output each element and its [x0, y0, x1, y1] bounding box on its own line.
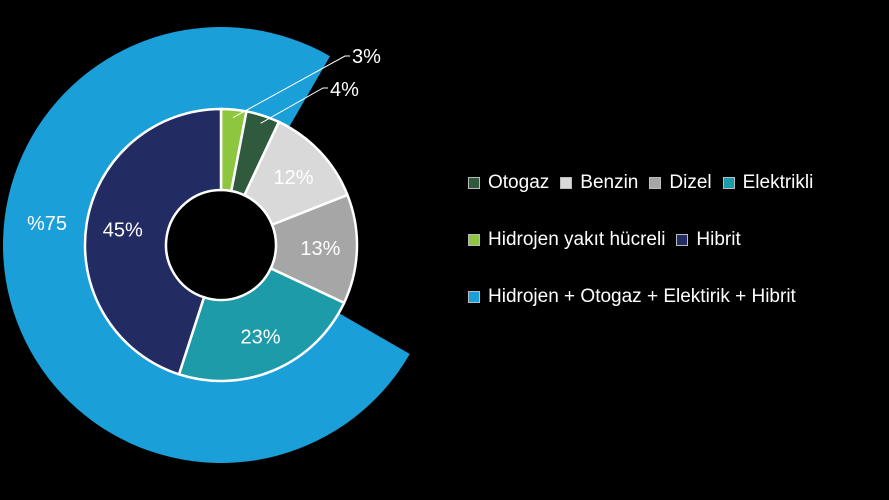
- legend-swatch: [722, 177, 735, 189]
- legend-swatch: [468, 291, 480, 303]
- slice-label-benzin: 12%: [274, 167, 314, 189]
- legend-item-hidrojen-otogaz-elektirik-hibrit: Hidrojen + Otogaz + Elektirik + Hibrit: [468, 286, 796, 308]
- chart-legend: Otogaz Benzin Dizel Elektrikli Hidrojen yakı…: [468, 170, 824, 341]
- legend-row: Hidrojen yakıt hücreli Hibrit: [468, 227, 824, 253]
- slice-label-dizel: 13%: [300, 238, 340, 260]
- legend-swatch: [468, 177, 480, 189]
- legend-swatch: [676, 234, 689, 246]
- outer-ring-label: %75: [27, 213, 67, 235]
- legend-label: Hidrojen + Otogaz + Elektirik + Hibrit: [488, 286, 796, 307]
- legend-item-benzin: Benzin: [560, 172, 638, 194]
- callout-line-hidrojen-yak-t-h-creli: [232, 55, 350, 119]
- legend-item-dizel: Dizel: [649, 172, 712, 194]
- legend-item-otogaz: Otogaz: [468, 172, 549, 194]
- legend-item-elektrikli: Elektrikli: [722, 172, 814, 194]
- legend-label: Benzin: [580, 172, 639, 193]
- slice-hibrit: [83, 107, 223, 376]
- legend-label: Elektrikli: [742, 172, 814, 193]
- legend-label: Dizel: [669, 172, 712, 193]
- callout-line-otogaz: [260, 87, 328, 124]
- legend-swatch: [560, 177, 573, 189]
- legend-label: Hibrit: [696, 229, 741, 250]
- legend-row: Otogaz Benzin Dizel Elektrikli: [468, 170, 824, 196]
- legend-item-hidrojen-yak-t-h-creli: Hidrojen yakıt hücreli: [468, 229, 665, 251]
- slice-elektrikli: [177, 266, 346, 383]
- legend-label: Hidrojen yakıt hücreli: [488, 229, 666, 250]
- slice-label-hibrit: 45%: [103, 219, 143, 241]
- callout-label-hidrojen-yak-t-h-creli: 3%: [352, 46, 381, 68]
- legend-item-hibrit: Hibrit: [676, 229, 741, 251]
- callout-label-otogaz: 4%: [330, 79, 359, 101]
- legend-row: Hidrojen + Otogaz + Elektirik + Hibrit: [468, 284, 824, 310]
- legend-swatch: [468, 234, 480, 246]
- legend-swatch: [649, 177, 662, 189]
- outer-ring-slice: [2, 27, 410, 464]
- legend-label: Otogaz: [488, 172, 550, 193]
- slice-label-elektrikli: 23%: [241, 326, 281, 348]
